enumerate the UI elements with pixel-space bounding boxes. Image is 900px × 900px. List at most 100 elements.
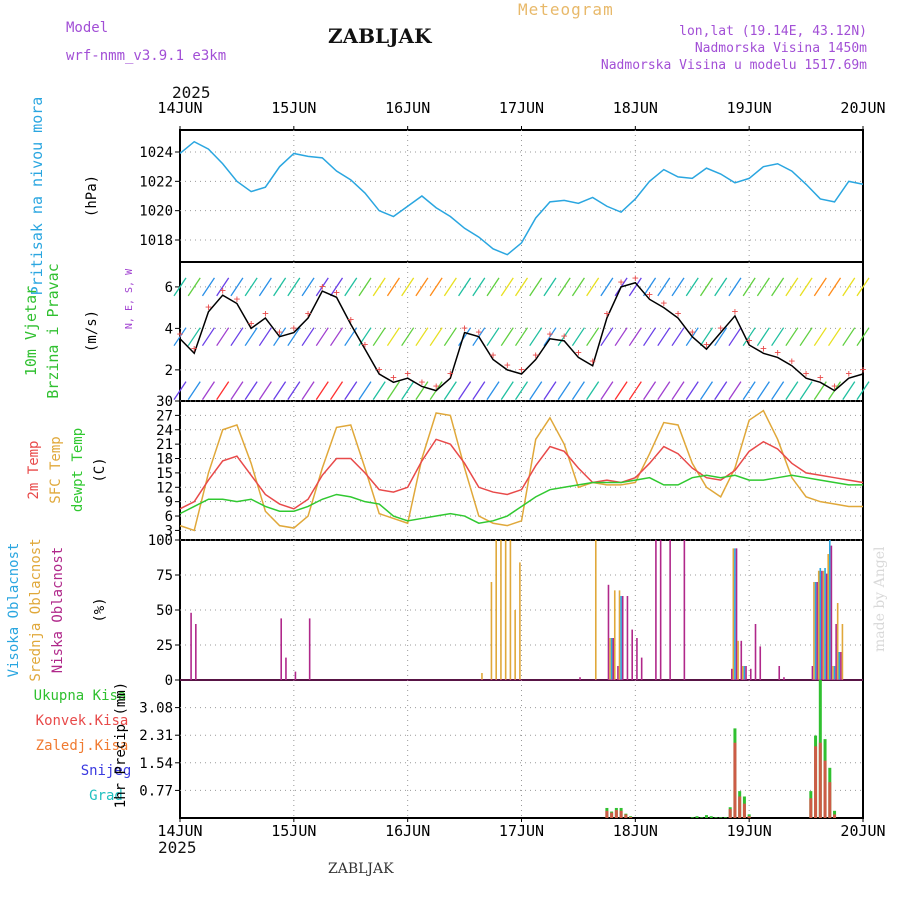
wind-unit-label: (m/s) <box>84 310 100 352</box>
wind-gust-marker: + <box>774 346 781 359</box>
precip-legend-label: Ukupna Kisa <box>34 688 127 704</box>
wind-barb <box>472 277 486 297</box>
y-tick-label: 2.31 <box>139 728 173 744</box>
wind-gust-marker: + <box>490 348 497 361</box>
precip-convective-bar <box>629 816 633 818</box>
precip-total-bar <box>709 816 713 818</box>
wind-barb <box>557 277 571 297</box>
wind-barb <box>401 381 415 400</box>
precip-total-bar <box>695 816 699 818</box>
wind-barb <box>671 327 685 347</box>
wind-barb <box>301 381 315 400</box>
wind-gust-marker: + <box>732 305 739 318</box>
y-tick-label: 0.77 <box>139 783 173 799</box>
precip-convective-bar <box>809 798 813 818</box>
wind-barb <box>386 381 400 400</box>
wind-barb <box>600 381 614 400</box>
wind-barb <box>216 277 230 297</box>
wind-gust-marker: + <box>575 346 582 359</box>
wind-barb <box>714 327 728 347</box>
y-tick-label: 27 <box>156 408 173 424</box>
wind-barb <box>742 277 756 297</box>
wind-barb <box>799 327 813 347</box>
wind-barb <box>699 381 714 400</box>
y-tick-label: 2 <box>165 363 173 379</box>
wind-barb <box>756 277 770 297</box>
wind-barb <box>244 277 258 297</box>
wind-barb <box>401 277 415 297</box>
wind-gust-marker: + <box>205 301 212 314</box>
wind-gust-marker: + <box>703 338 710 351</box>
wind-barb <box>187 327 201 347</box>
wind-barb <box>173 381 187 400</box>
precip-total-bar <box>704 815 708 818</box>
wind-gust-marker: + <box>760 342 767 355</box>
y-tick-label: 18 <box>156 452 173 468</box>
wind-gust-marker: + <box>262 307 269 320</box>
wind-barb <box>500 381 514 400</box>
wind-barb <box>415 277 429 297</box>
wind-gust-marker: + <box>860 363 867 376</box>
y-tick-label: 15 <box>156 466 173 482</box>
pressure-line <box>179 140 864 256</box>
wind-barb <box>258 277 272 297</box>
wind-gust-marker: + <box>632 272 639 285</box>
model-elevation: Nadmorska Visina u modelu 1517.69m <box>600 58 867 73</box>
x-tick-label-bottom: 18JUN <box>613 822 658 840</box>
wind-gust-marker: + <box>319 280 326 293</box>
wind-barb <box>756 381 770 400</box>
wind-barb <box>771 277 785 297</box>
wind-barb <box>856 277 870 297</box>
wind-barb <box>187 277 201 297</box>
wind-barb <box>500 327 514 347</box>
y-tick-label: 0 <box>165 673 173 689</box>
wind-barb <box>728 277 742 297</box>
wind-gust-marker: + <box>333 286 340 299</box>
wind-barb <box>614 327 628 347</box>
wind-barb <box>258 381 272 400</box>
wind-barb <box>429 327 443 347</box>
wind-barb <box>358 381 372 400</box>
wind-gust-marker: + <box>589 355 596 368</box>
wind-barb <box>628 327 642 347</box>
wind-gust-marker: + <box>291 321 298 334</box>
temp2m-line <box>179 438 864 510</box>
wind-barb <box>173 327 187 347</box>
wind-barb <box>685 381 699 400</box>
wind-barb <box>643 381 657 400</box>
wind-barb <box>771 381 785 400</box>
wind-gust-marker: + <box>518 363 525 376</box>
precip-legend-label: Snijeg <box>81 763 132 779</box>
wind-barb <box>529 277 543 297</box>
wind-barb <box>230 381 244 400</box>
wind-barb <box>714 381 728 400</box>
wind-barb <box>657 277 671 297</box>
wind-gust-marker: + <box>746 334 753 347</box>
wind-barb <box>742 327 756 347</box>
wind-barb <box>486 327 500 347</box>
wind-gust-marker: + <box>831 379 838 392</box>
precip-convective-bar <box>728 809 732 818</box>
wind-axis-label-2: Brzina i Pravac <box>44 263 62 398</box>
wind-barb <box>600 327 614 347</box>
wind-barb <box>472 381 486 400</box>
pressure-axis-label: Pritisak na nivou mora <box>28 97 46 296</box>
wind-barb <box>643 277 657 297</box>
wind-barb <box>458 327 472 347</box>
wind-barb <box>557 381 571 400</box>
wind-barb <box>685 277 699 297</box>
wind-barb <box>443 327 457 347</box>
precip-total-bar <box>714 817 718 818</box>
wind-gust-marker: + <box>234 292 241 305</box>
wind-barb <box>856 381 870 400</box>
wind-barb <box>273 381 287 400</box>
wind-gust-marker: + <box>305 307 312 320</box>
wind-barb <box>628 277 642 297</box>
wind-barb <box>230 277 244 297</box>
wind-gust-marker: + <box>219 284 226 297</box>
wind-speed-line <box>179 281 864 392</box>
y-tick-label: 1020 <box>139 204 173 220</box>
precip-convective-bar <box>733 742 737 818</box>
precip-convective-bar <box>833 814 837 818</box>
wind-barb <box>443 381 457 400</box>
